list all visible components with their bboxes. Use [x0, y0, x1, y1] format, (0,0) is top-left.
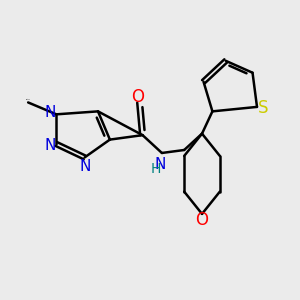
Text: N: N: [80, 159, 91, 174]
Text: methyl: methyl: [26, 99, 31, 100]
Text: H: H: [150, 162, 161, 176]
Text: S: S: [258, 99, 269, 117]
Text: O: O: [196, 212, 208, 230]
Text: N: N: [45, 138, 56, 153]
Text: O: O: [132, 88, 145, 106]
Text: N: N: [45, 105, 56, 120]
Text: N: N: [155, 157, 166, 172]
